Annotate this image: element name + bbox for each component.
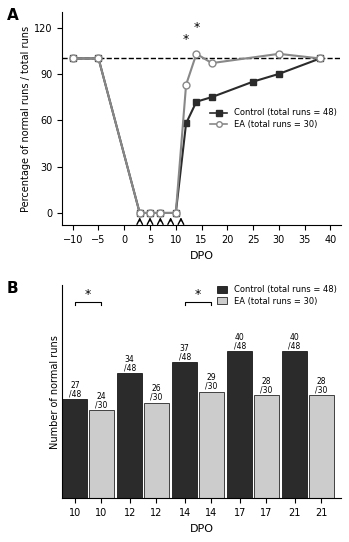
Bar (144, 403, 169, 499)
Bar (254, 396, 279, 499)
Text: 24
/30: 24 /30 (95, 392, 107, 409)
Text: 40
/48: 40 /48 (289, 333, 301, 350)
X-axis label: DPO: DPO (190, 250, 214, 261)
Text: A: A (7, 8, 18, 23)
Text: 40
/48: 40 /48 (233, 333, 246, 350)
Text: 28
/30: 28 /30 (260, 377, 273, 395)
Bar (227, 351, 252, 499)
Text: *: * (195, 288, 201, 301)
Y-axis label: Number of normal runs: Number of normal runs (50, 335, 60, 449)
Bar (199, 392, 224, 499)
X-axis label: DPO: DPO (190, 524, 214, 534)
Text: *: * (193, 21, 200, 34)
Text: 34
/48: 34 /48 (124, 355, 136, 372)
Bar (172, 363, 197, 499)
Bar (117, 373, 142, 499)
Text: B: B (7, 281, 18, 296)
Text: 37
/48: 37 /48 (179, 344, 191, 362)
Bar (309, 396, 334, 499)
Text: 27
/48: 27 /48 (69, 380, 81, 398)
Text: *: * (85, 288, 91, 301)
Text: *: * (183, 33, 189, 46)
Legend: Control (total runs = 48), EA (total runs = 30): Control (total runs = 48), EA (total run… (217, 285, 336, 306)
Bar (62, 399, 87, 499)
Y-axis label: Percentage of normal runs / total runs: Percentage of normal runs / total runs (21, 25, 31, 212)
Legend: Control (total runs = 48), EA (total runs = 30): Control (total runs = 48), EA (total run… (210, 108, 336, 129)
Bar (89, 410, 114, 499)
Bar (282, 351, 307, 499)
Text: 29
/30: 29 /30 (205, 373, 217, 391)
Text: 26
/30: 26 /30 (150, 384, 163, 402)
Text: 28
/30: 28 /30 (315, 377, 327, 395)
